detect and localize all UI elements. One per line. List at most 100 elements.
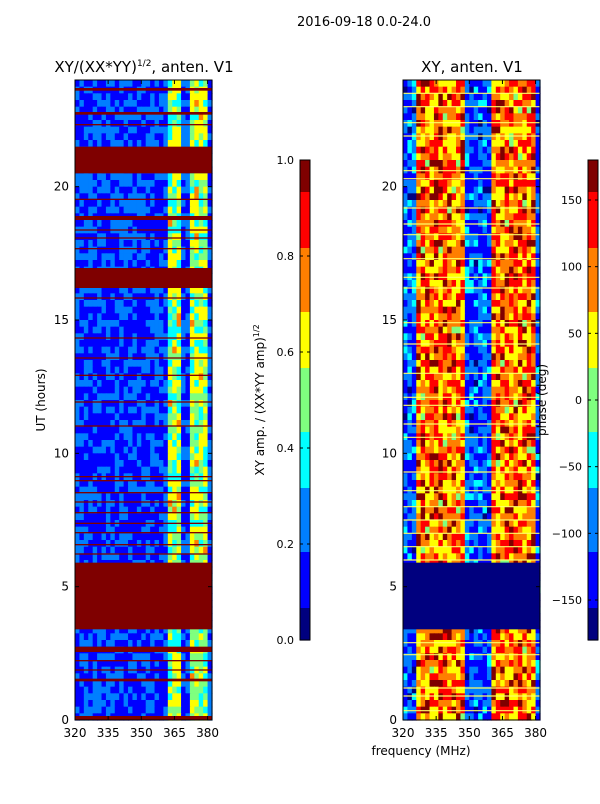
colorbar-segment xyxy=(300,560,310,569)
colorbar-segment xyxy=(300,272,310,281)
flagged-band xyxy=(75,147,212,174)
colorbar-segment xyxy=(588,528,598,537)
colorbar-segment xyxy=(588,584,598,593)
x-tick-label: 380 xyxy=(196,726,219,740)
colorbar-tick-label: 1.0 xyxy=(277,154,295,167)
colorbar-tick-label: 0 xyxy=(575,394,582,407)
colorbar-segment xyxy=(588,240,598,249)
x-tick-label: 335 xyxy=(97,726,120,740)
colorbar-tick-label: −50 xyxy=(559,461,582,474)
flagged-band xyxy=(75,647,212,652)
colorbar-segment xyxy=(588,608,598,617)
y-tick-label: 5 xyxy=(389,580,397,594)
colorbar-segment xyxy=(588,456,598,465)
flagged-band xyxy=(75,425,212,426)
colorbar-segment xyxy=(588,560,598,569)
colorbar-segment xyxy=(588,480,598,489)
colorbar-segment xyxy=(300,584,310,593)
flagged-band xyxy=(75,237,212,238)
colorbar-segment xyxy=(588,544,598,553)
colorbar-segment xyxy=(588,248,598,257)
flagged-band xyxy=(75,553,212,554)
colorbar-segment xyxy=(588,280,598,289)
flagged-band xyxy=(75,501,212,502)
colorbar-segment xyxy=(588,216,598,225)
colorbar-segment xyxy=(588,320,598,329)
colorbar-segment xyxy=(300,216,310,225)
colorbar-segment xyxy=(300,464,310,473)
colorbar-segment xyxy=(588,408,598,417)
x-tick-label: 350 xyxy=(458,726,481,740)
colorbar-segment xyxy=(588,592,598,601)
colorbar-segment xyxy=(300,192,310,201)
colorbar-segment xyxy=(300,520,310,529)
x-tick-label: 335 xyxy=(425,726,448,740)
colorbar-segment xyxy=(588,344,598,353)
amp-colorbar-label: XY amp. / (XX*YY amp)1/2 xyxy=(252,324,267,475)
flagged-band xyxy=(75,492,212,493)
colorbar-segment xyxy=(300,304,310,313)
colorbar-segment xyxy=(300,160,310,169)
figure-suptitle: 2016-09-18 0.0-24.0 xyxy=(297,15,431,30)
colorbar-segment xyxy=(588,232,598,241)
colorbar-segment xyxy=(300,512,310,521)
y-tick-label: 10 xyxy=(382,446,397,460)
colorbar-segment xyxy=(588,392,598,401)
colorbar-segment xyxy=(588,624,598,633)
flagged-band xyxy=(75,480,212,481)
colorbar-segment xyxy=(300,360,310,369)
y-tick-label: 0 xyxy=(61,713,69,727)
colorbar-tick-label: 100 xyxy=(561,261,582,274)
colorbar-segment xyxy=(300,208,310,217)
flagged-band xyxy=(75,268,212,288)
amp-ylabel: UT (hours) xyxy=(34,368,48,431)
flagged-band xyxy=(75,216,212,220)
colorbar-segment xyxy=(588,520,598,529)
y-tick-label: 20 xyxy=(54,180,69,194)
colorbar-segment xyxy=(300,392,310,401)
colorbar-segment xyxy=(300,608,310,617)
flagged-band xyxy=(75,88,212,91)
flagged-band xyxy=(75,716,212,720)
colorbar-segment xyxy=(588,360,598,369)
colorbar-segment xyxy=(300,256,310,265)
amp-title-tail: , anten. V1 xyxy=(151,58,233,76)
colorbar-segment xyxy=(588,472,598,481)
y-tick-label: 10 xyxy=(54,446,69,460)
colorbar-segment xyxy=(300,184,310,193)
colorbar-tick-label: 0.8 xyxy=(277,250,295,263)
colorbar-segment xyxy=(588,272,598,281)
flagged-band xyxy=(75,660,212,661)
colorbar-segment xyxy=(300,576,310,585)
flagged-band xyxy=(75,476,212,477)
colorbar-segment xyxy=(588,504,598,513)
colorbar-segment xyxy=(300,288,310,297)
colorbar-segment xyxy=(588,200,598,209)
colorbar-segment xyxy=(300,528,310,537)
colorbar-segment xyxy=(588,424,598,433)
colorbar-segment xyxy=(588,440,598,449)
colorbar-segment xyxy=(588,168,598,177)
colorbar-segment xyxy=(588,536,598,545)
colorbar-segment xyxy=(588,312,598,321)
y-tick-label: 0 xyxy=(389,713,397,727)
colorbar-segment xyxy=(300,416,310,425)
amp-cbar-label-main: XY amp. / (XX*YY amp) xyxy=(253,337,267,475)
colorbar-tick-label: −150 xyxy=(552,594,582,607)
colorbar-segment xyxy=(300,480,310,489)
colorbar-segment xyxy=(588,336,598,345)
colorbar-segment xyxy=(588,416,598,425)
colorbar-segment xyxy=(300,592,310,601)
y-tick-label: 15 xyxy=(382,313,397,327)
amp-title-main: XY/(XX*YY) xyxy=(54,58,137,76)
phase-title: XY, anten. V1 xyxy=(421,58,523,76)
x-tick-label: 320 xyxy=(64,726,87,740)
colorbar-segment xyxy=(588,304,598,313)
phase-xlabel: frequency (MHz) xyxy=(371,744,470,758)
colorbar-segment xyxy=(588,488,598,497)
colorbar-segment xyxy=(300,616,310,625)
